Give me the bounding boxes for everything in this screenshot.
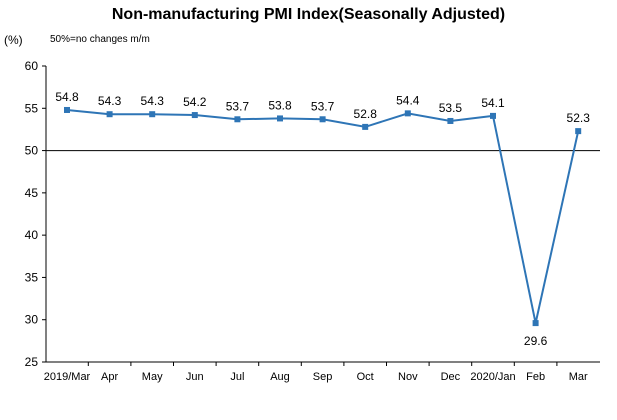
y-tick-label: 35 — [25, 270, 39, 284]
y-tick-label: 60 — [25, 59, 39, 73]
data-point — [532, 320, 539, 327]
data-label: 53.7 — [311, 99, 335, 113]
y-tick-label: 30 — [25, 313, 39, 327]
chart-title: Non-manufacturing PMI Index(Seasonally A… — [111, 6, 506, 23]
y-tick-label: 45 — [25, 186, 39, 200]
y-tick-label: 55 — [25, 101, 39, 115]
data-label: 53.5 — [439, 101, 463, 115]
y-tick-label: 25 — [25, 355, 39, 369]
x-tick-label: Apr — [101, 371, 118, 383]
y-tick-label: 40 — [25, 228, 39, 242]
x-tick-label: Jul — [230, 371, 244, 383]
y-axis-unit-label: (%) — [4, 33, 23, 47]
data-point — [149, 111, 156, 118]
x-tick-label: Mar — [569, 371, 588, 383]
data-label: 54.4 — [396, 93, 420, 107]
data-label: 54.3 — [98, 94, 122, 108]
x-tick-label: Oct — [357, 371, 374, 383]
data-label: 53.7 — [226, 99, 250, 113]
data-label: 54.3 — [141, 94, 165, 108]
x-tick-label: Jun — [186, 371, 204, 383]
x-tick-label: May — [142, 371, 163, 383]
x-tick-label: 2020/Jan — [470, 371, 515, 383]
data-label: 52.3 — [567, 111, 591, 125]
data-point — [106, 111, 113, 118]
data-point — [64, 106, 70, 113]
x-tick-label: Sep — [313, 371, 333, 383]
data-point — [362, 123, 369, 130]
x-tick-label: 2019/Mar — [44, 371, 91, 383]
data-point — [277, 115, 283, 122]
x-tick-label: Dec — [441, 371, 461, 383]
data-point — [490, 112, 496, 119]
data-point — [234, 116, 241, 123]
data-label: 52.8 — [354, 107, 378, 121]
data-point — [191, 112, 198, 119]
x-tick-label: Nov — [398, 371, 418, 383]
baseline-note: 50%=no changes m/m — [50, 34, 150, 45]
data-label: 54.1 — [481, 96, 505, 110]
data-label: 54.2 — [183, 95, 207, 109]
y-tick-label: 50 — [25, 144, 39, 158]
x-tick-label: Aug — [270, 371, 290, 383]
data-point — [447, 117, 454, 124]
data-label: 54.8 — [55, 90, 79, 104]
data-label: 29.6 — [524, 334, 548, 348]
data-label: 53.8 — [268, 98, 292, 112]
data-point — [319, 116, 326, 123]
x-tick-label: Feb — [526, 371, 545, 383]
data-point — [404, 110, 411, 117]
pmi-series-line — [66, 108, 580, 324]
data-point — [575, 128, 582, 135]
